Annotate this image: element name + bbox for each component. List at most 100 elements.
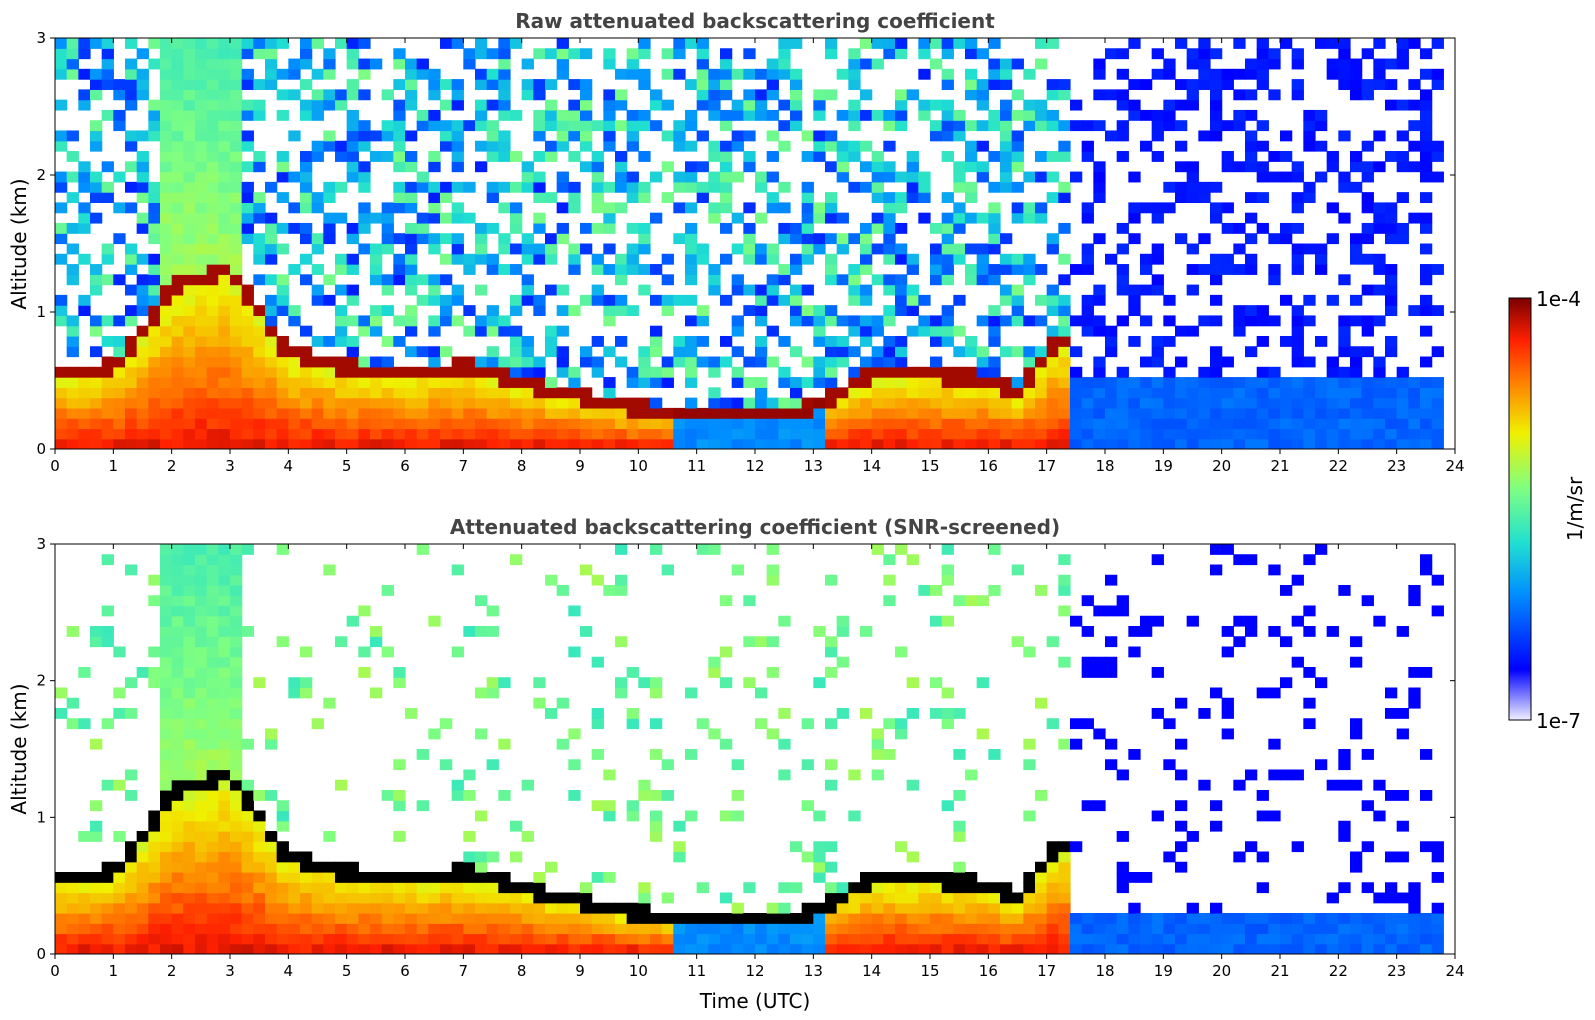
heatmap-cell xyxy=(766,407,779,419)
heatmap-cell xyxy=(976,882,989,894)
heatmap-cell xyxy=(1350,346,1363,358)
heatmap-cell xyxy=(195,800,208,812)
heatmap-cell xyxy=(405,151,418,162)
heatmap-cell xyxy=(825,253,838,265)
heatmap-cell xyxy=(148,315,161,327)
heatmap-cell xyxy=(1081,387,1094,399)
heatmap-cell xyxy=(241,943,254,954)
heatmap-cell xyxy=(253,161,266,173)
x-tick-label: 23 xyxy=(1387,962,1406,980)
heatmap-cell xyxy=(1186,192,1199,204)
heatmap-cell xyxy=(381,646,394,658)
heatmap-cell xyxy=(416,120,429,132)
heatmap-cell xyxy=(195,841,208,853)
heatmap-cell xyxy=(346,407,359,419)
heatmap-cell xyxy=(615,418,628,430)
heatmap-cell xyxy=(1198,407,1211,419)
heatmap-cell xyxy=(498,48,511,60)
heatmap-cell xyxy=(358,418,371,430)
heatmap-cell xyxy=(1233,120,1246,132)
heatmap-cell xyxy=(1070,120,1083,132)
heatmap-cell xyxy=(206,212,219,224)
heatmap-cell xyxy=(405,428,418,440)
heatmap-cell xyxy=(241,841,254,853)
heatmap-cell xyxy=(731,943,744,954)
heatmap-cell xyxy=(370,438,383,449)
heatmap-cell xyxy=(1245,841,1258,853)
heatmap-cell xyxy=(918,171,931,183)
heatmap-cell xyxy=(848,284,861,296)
heatmap-cell xyxy=(801,305,814,317)
heatmap-cell xyxy=(1350,397,1363,409)
heatmap-cell xyxy=(66,933,79,945)
heatmap-cell xyxy=(988,913,1001,924)
heatmap-cell xyxy=(1175,397,1188,409)
heatmap-cell xyxy=(1035,892,1048,904)
heatmap-cell xyxy=(498,882,511,894)
heatmap-cell xyxy=(230,615,243,627)
heatmap-cell xyxy=(1140,397,1153,409)
heatmap-cell xyxy=(230,872,243,883)
heatmap-cell xyxy=(241,202,254,214)
heatmap-cell xyxy=(521,438,534,449)
heatmap-cell xyxy=(941,48,954,60)
heatmap-cell xyxy=(626,366,639,378)
heatmap-cell xyxy=(836,615,849,627)
heatmap-cell xyxy=(171,667,184,678)
heatmap-cell xyxy=(1116,68,1129,80)
heatmap-cell xyxy=(136,667,149,678)
heatmap-cell xyxy=(650,677,663,689)
heatmap-cell xyxy=(650,335,663,347)
heatmap-cell xyxy=(171,397,184,409)
heatmap-cell xyxy=(988,109,1001,121)
heatmap-cell xyxy=(1093,728,1106,740)
heatmap-cell xyxy=(1326,68,1339,80)
heatmap-cell xyxy=(731,325,744,337)
x-tick-label: 15 xyxy=(920,962,939,980)
heatmap-cell xyxy=(953,882,966,894)
heatmap-cell xyxy=(1128,99,1141,111)
heatmap-cell xyxy=(603,48,616,60)
heatmap-cell xyxy=(300,58,313,70)
heatmap-cell xyxy=(90,68,103,80)
heatmap-cell xyxy=(1396,820,1409,832)
heatmap-cell xyxy=(1081,933,1094,945)
heatmap-cell xyxy=(498,892,511,904)
heatmap-cell xyxy=(1186,933,1199,945)
heatmap-cell xyxy=(1046,923,1059,935)
heatmap-cell xyxy=(475,861,488,873)
heatmap-cell xyxy=(335,264,348,275)
heatmap-cell xyxy=(463,769,476,781)
heatmap-cell xyxy=(638,892,651,904)
heatmap-cell xyxy=(661,438,674,449)
heatmap-cell xyxy=(230,233,243,245)
heatmap-cell xyxy=(965,882,978,894)
heatmap-cell xyxy=(440,120,453,132)
heatmap-cell xyxy=(1338,325,1351,337)
heatmap-cell xyxy=(918,366,931,378)
heatmap-cell xyxy=(860,243,873,255)
heatmap-cell xyxy=(1396,892,1409,904)
heatmap-cell xyxy=(580,294,593,306)
x-tick-label: 11 xyxy=(687,962,706,980)
heatmap-cell xyxy=(895,243,908,255)
heatmap-cell xyxy=(288,387,301,399)
heatmap-cell xyxy=(323,892,336,904)
heatmap-cell xyxy=(265,253,278,265)
heatmap-cell xyxy=(253,923,266,935)
heatmap-cell xyxy=(1163,181,1176,193)
heatmap-cell xyxy=(708,181,721,193)
heatmap-cell xyxy=(78,892,91,904)
heatmap-cell xyxy=(265,305,278,317)
heatmap-cell xyxy=(171,728,184,740)
heatmap-cell xyxy=(848,366,861,378)
heatmap-cell xyxy=(183,759,196,771)
heatmap-cell xyxy=(253,151,266,162)
heatmap-cell xyxy=(871,181,884,193)
heatmap-cell xyxy=(871,38,884,49)
heatmap-cell xyxy=(183,943,196,954)
heatmap-cell xyxy=(696,99,709,111)
heatmap-cell xyxy=(720,79,733,90)
heatmap-cell xyxy=(125,438,138,449)
heatmap-cell xyxy=(101,243,114,255)
